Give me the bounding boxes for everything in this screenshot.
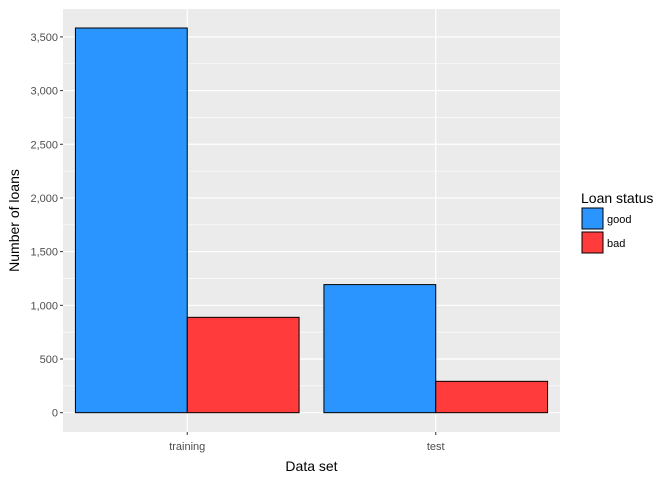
x-tick-label: training <box>169 441 205 453</box>
y-tick-label: 2,000 <box>30 193 58 205</box>
bar-good-test <box>323 284 437 414</box>
y-tick-label: 1,500 <box>30 247 58 259</box>
y-axis-title: Number of loans <box>6 169 22 272</box>
y-tick-label: 3,500 <box>30 32 58 44</box>
legend: Loan status good bad <box>581 190 653 254</box>
y-tick-label: 0 <box>52 408 58 420</box>
bar-bad-training <box>186 316 300 414</box>
bar-good-training <box>74 27 188 414</box>
legend-key-bad <box>581 231 604 254</box>
y-axis: 0 500 1,000 1,500 2,000 2,500 3,000 3,500 <box>30 32 63 420</box>
x-axis: training test <box>169 432 445 453</box>
y-tick-label: 1,000 <box>30 300 58 312</box>
y-tick-label: 3,000 <box>30 86 58 98</box>
bars <box>74 27 549 414</box>
x-axis-title: Data set <box>285 458 337 474</box>
y-tick-label: 2,500 <box>30 139 58 151</box>
legend-key-good <box>581 207 604 230</box>
legend-label-bad: bad <box>607 238 625 250</box>
legend-title: Loan status <box>581 190 653 206</box>
x-tick-label: test <box>427 441 445 453</box>
bar-bad-test <box>435 380 549 414</box>
legend-label-good: good <box>607 214 631 226</box>
y-tick-label: 500 <box>40 354 58 366</box>
